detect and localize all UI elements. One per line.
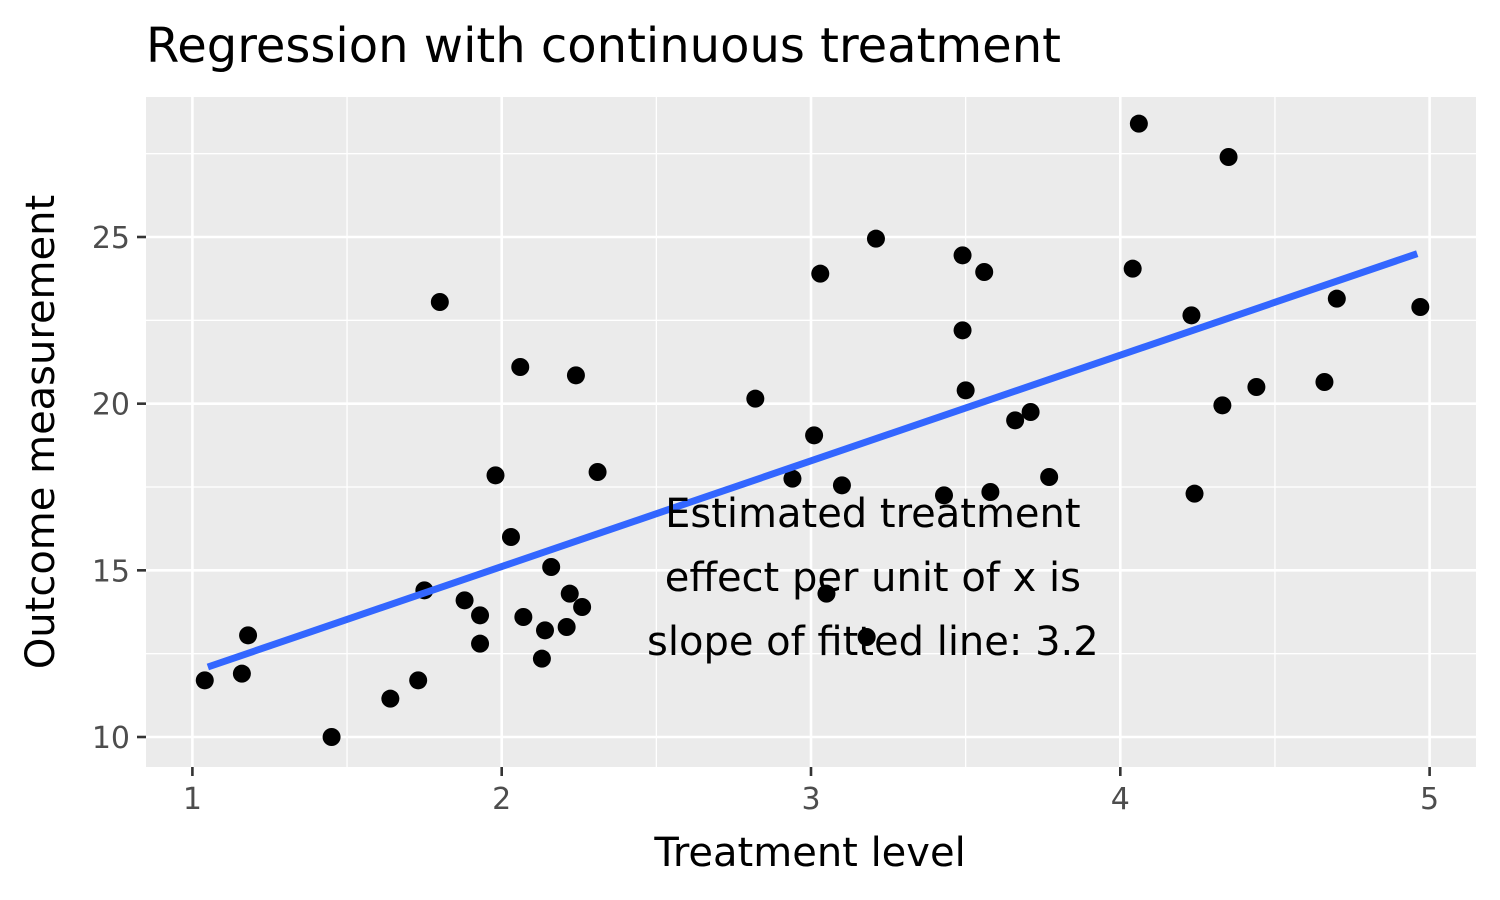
data-point (501, 528, 520, 546)
data-point (935, 486, 953, 505)
x-tick-label: 1 (183, 782, 202, 817)
data-point (805, 426, 824, 445)
data-point (1006, 411, 1025, 430)
data-point (857, 628, 876, 646)
data-point (195, 671, 214, 690)
y-tick-label: 20 (92, 388, 130, 423)
data-point (239, 626, 258, 645)
data-point (1213, 396, 1232, 415)
x-tick-label: 2 (492, 782, 511, 817)
data-point (409, 671, 428, 690)
y-tick-label: 25 (92, 221, 130, 256)
data-point (560, 584, 579, 603)
y-tick-label: 10 (92, 721, 130, 756)
annotation-line: Estimated treatment (665, 491, 1080, 537)
data-point (573, 598, 592, 616)
data-point (1219, 148, 1238, 166)
data-point (953, 321, 972, 340)
x-axis-title: Treatment level (653, 830, 965, 876)
data-point (322, 728, 341, 746)
data-point (430, 293, 449, 311)
data-point (1315, 373, 1334, 391)
data-point (532, 649, 551, 668)
data-point (566, 366, 585, 385)
data-point (811, 264, 830, 283)
data-point (557, 618, 576, 636)
data-point (1129, 114, 1148, 133)
data-point (1185, 484, 1204, 503)
data-point (981, 483, 1000, 501)
data-point (956, 381, 975, 400)
fit-line (206, 250, 1419, 671)
data-point (542, 558, 561, 576)
data-point (455, 591, 474, 610)
data-point (1411, 298, 1430, 316)
chart-title: Regression with continuous treatment (146, 18, 1061, 74)
data-point (514, 608, 533, 626)
data-point (1040, 468, 1059, 486)
data-point (866, 229, 885, 248)
data-point (232, 664, 251, 683)
y-tick-label: 15 (92, 554, 130, 589)
data-point (1123, 259, 1142, 278)
y-axis: 10 15 20 25 (92, 221, 146, 756)
data-point (588, 463, 607, 481)
data-point (536, 621, 554, 640)
data-point (817, 584, 836, 603)
data-point (1182, 306, 1201, 325)
data-point (381, 689, 400, 708)
data-point (953, 246, 972, 265)
x-tick-label: 5 (1420, 782, 1439, 817)
y-axis-title: Outcome measurement (18, 195, 64, 669)
annotation-line: effect per unit of x is (665, 555, 1081, 601)
x-tick-label: 3 (801, 782, 820, 817)
data-points (195, 114, 1430, 746)
x-axis: 1 2 3 4 5 (183, 767, 1439, 817)
data-point (975, 263, 994, 281)
data-point (486, 466, 505, 485)
data-point (832, 476, 851, 495)
data-point (1021, 403, 1040, 421)
annotation-line: slope of fitted line: 3.2 (647, 619, 1099, 665)
annotation: Estimated treatment effect per unit of x … (647, 491, 1099, 665)
fit-line-group (206, 250, 1419, 671)
data-point (1247, 378, 1266, 396)
x-tick-label: 4 (1111, 782, 1130, 817)
data-point (471, 606, 490, 625)
data-point (1327, 289, 1346, 308)
data-point (511, 358, 530, 376)
data-point (471, 634, 490, 653)
data-point (783, 469, 802, 488)
data-point (746, 389, 765, 408)
